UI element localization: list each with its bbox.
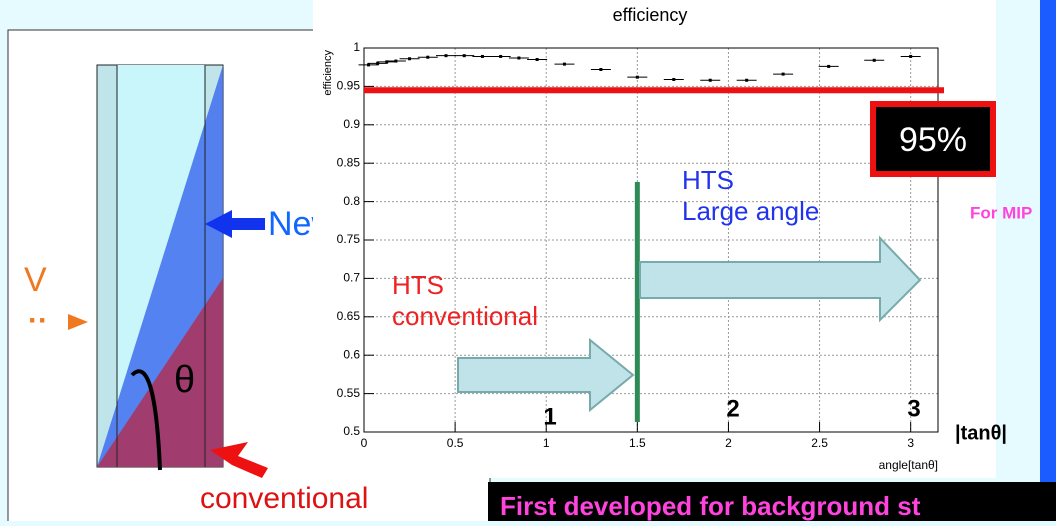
x-tick-label: 1.5 xyxy=(629,436,646,450)
x-tick-label: 1 xyxy=(543,436,550,450)
y-tick-label: 0.65 xyxy=(337,309,361,323)
mip-label: For MIP xyxy=(970,203,1032,222)
region-label: 1 xyxy=(543,403,556,430)
point xyxy=(463,54,466,57)
y-tick-label: 0.85 xyxy=(337,155,361,169)
y-tick-label: 0.9 xyxy=(343,117,360,131)
point xyxy=(481,55,484,58)
point xyxy=(782,73,785,76)
x-tick-label: 3 xyxy=(907,436,914,450)
y-tick-label: 0.55 xyxy=(337,386,361,400)
point xyxy=(394,60,397,63)
point xyxy=(517,56,520,59)
point xyxy=(636,76,639,79)
chart-title: efficiency xyxy=(613,5,688,25)
region-label: 2 xyxy=(726,395,739,422)
point xyxy=(408,57,411,60)
y-tick-label: 0.75 xyxy=(337,232,361,246)
chart-bg xyxy=(313,0,996,478)
y-tick-label: 0.7 xyxy=(343,271,360,285)
y-tick-label: 0.6 xyxy=(343,347,360,361)
page: θ New V ·· conventional efficiencyeffici… xyxy=(0,0,1056,521)
x-tick-label: 2 xyxy=(725,436,732,450)
region-label: 3 xyxy=(907,395,920,422)
v-label: V xyxy=(24,261,47,299)
y-tick-label: 1 xyxy=(353,40,360,54)
point xyxy=(873,59,876,62)
y-tick-label: 0.8 xyxy=(343,194,360,208)
y-tick-label: 0.5 xyxy=(343,424,360,438)
point xyxy=(599,68,602,71)
conventional-label: conventional xyxy=(200,482,368,515)
point xyxy=(426,56,429,59)
point xyxy=(745,79,748,82)
v-dots: ·· xyxy=(28,304,48,337)
x-tick-label: 2.5 xyxy=(811,436,828,450)
theta: θ xyxy=(174,359,195,401)
y-tick-label: 0.95 xyxy=(337,79,361,93)
x-tick-label: 0.5 xyxy=(447,436,464,450)
footer-text: First developed for background st xyxy=(500,491,921,521)
y-axis-label: efficiency xyxy=(322,50,334,96)
point xyxy=(445,54,448,57)
point xyxy=(536,58,539,61)
axis-name: |tanθ| xyxy=(955,422,1007,444)
x-axis-label: angle[tanθ] xyxy=(879,458,938,472)
point xyxy=(499,55,502,58)
x-tick-label: 0 xyxy=(361,436,368,450)
box-label: 95% xyxy=(899,121,967,159)
side-strip xyxy=(1040,0,1056,521)
point xyxy=(827,65,830,68)
point xyxy=(672,78,675,81)
point xyxy=(709,79,712,82)
point xyxy=(909,55,912,58)
slide: θ New V ·· conventional efficiencyeffici… xyxy=(0,0,1056,521)
point xyxy=(563,63,566,66)
